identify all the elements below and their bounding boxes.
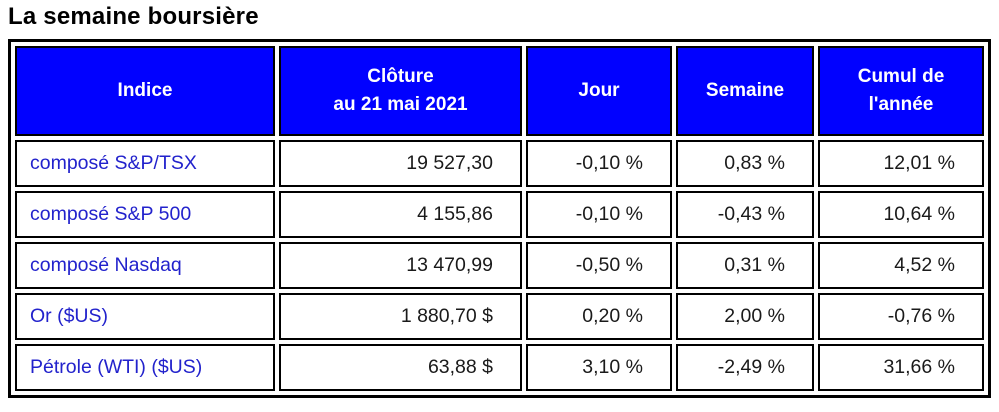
cell-jour: -0,10 % bbox=[526, 140, 672, 187]
header-cell-semaine: Semaine bbox=[676, 46, 814, 136]
cell-semaine: 0,83 % bbox=[676, 140, 814, 187]
table-row: composé Nasdaq 13 470,99 -0,50 % 0,31 % … bbox=[15, 242, 984, 289]
cell-cloture: 1 880,70 $ bbox=[279, 293, 522, 340]
cell-indice: composé Nasdaq bbox=[15, 242, 275, 289]
cell-cumul: 31,66 % bbox=[818, 344, 984, 391]
header-cell-jour: Jour bbox=[526, 46, 672, 136]
header-cell-cumul: Cumul de l'année bbox=[818, 46, 984, 136]
cell-jour: -0,10 % bbox=[526, 191, 672, 238]
cell-cumul: 4,52 % bbox=[818, 242, 984, 289]
table-row: Pétrole (WTI) ($US) 63,88 $ 3,10 % -2,49… bbox=[15, 344, 984, 391]
cell-cloture: 13 470,99 bbox=[279, 242, 522, 289]
table-row: composé S&P/TSX 19 527,30 -0,10 % 0,83 %… bbox=[15, 140, 984, 187]
cell-jour: -0,50 % bbox=[526, 242, 672, 289]
page-title: La semaine boursière bbox=[8, 3, 259, 30]
header-row: Indice Clôture au 21 mai 2021 Jour Semai… bbox=[15, 46, 984, 136]
market-week-table: Indice Clôture au 21 mai 2021 Jour Semai… bbox=[8, 39, 991, 398]
cell-indice: Pétrole (WTI) ($US) bbox=[15, 344, 275, 391]
cell-indice: Or ($US) bbox=[15, 293, 275, 340]
cell-cloture: 63,88 $ bbox=[279, 344, 522, 391]
cell-semaine: -0,43 % bbox=[676, 191, 814, 238]
cell-semaine: 2,00 % bbox=[676, 293, 814, 340]
header-cell-cloture: Clôture au 21 mai 2021 bbox=[279, 46, 522, 136]
cell-cumul: -0,76 % bbox=[818, 293, 984, 340]
cell-cloture: 19 527,30 bbox=[279, 140, 522, 187]
table-header: Indice Clôture au 21 mai 2021 Jour Semai… bbox=[15, 46, 984, 136]
cell-cumul: 10,64 % bbox=[818, 191, 984, 238]
cell-indice: composé S&P/TSX bbox=[15, 140, 275, 187]
cell-semaine: 0,31 % bbox=[676, 242, 814, 289]
header-cell-indice: Indice bbox=[15, 46, 275, 136]
table-row: Or ($US) 1 880,70 $ 0,20 % 2,00 % -0,76 … bbox=[15, 293, 984, 340]
cell-indice: composé S&P 500 bbox=[15, 191, 275, 238]
cell-semaine: -2,49 % bbox=[676, 344, 814, 391]
cell-jour: 0,20 % bbox=[526, 293, 672, 340]
table-body: composé S&P/TSX 19 527,30 -0,10 % 0,83 %… bbox=[15, 140, 984, 391]
cell-cloture: 4 155,86 bbox=[279, 191, 522, 238]
cell-jour: 3,10 % bbox=[526, 344, 672, 391]
table-row: composé S&P 500 4 155,86 -0,10 % -0,43 %… bbox=[15, 191, 984, 238]
cell-cumul: 12,01 % bbox=[818, 140, 984, 187]
